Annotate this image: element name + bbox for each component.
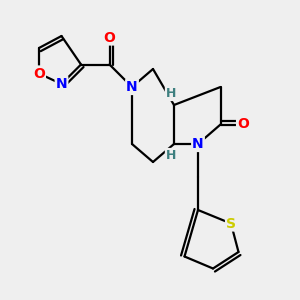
Text: H: H [166,87,176,100]
Text: N: N [192,137,204,151]
Text: O: O [33,67,45,80]
Text: O: O [237,118,249,131]
Text: N: N [56,77,67,91]
Text: S: S [226,217,236,230]
Text: N: N [126,80,138,94]
Text: O: O [103,31,116,44]
Text: H: H [166,149,176,162]
